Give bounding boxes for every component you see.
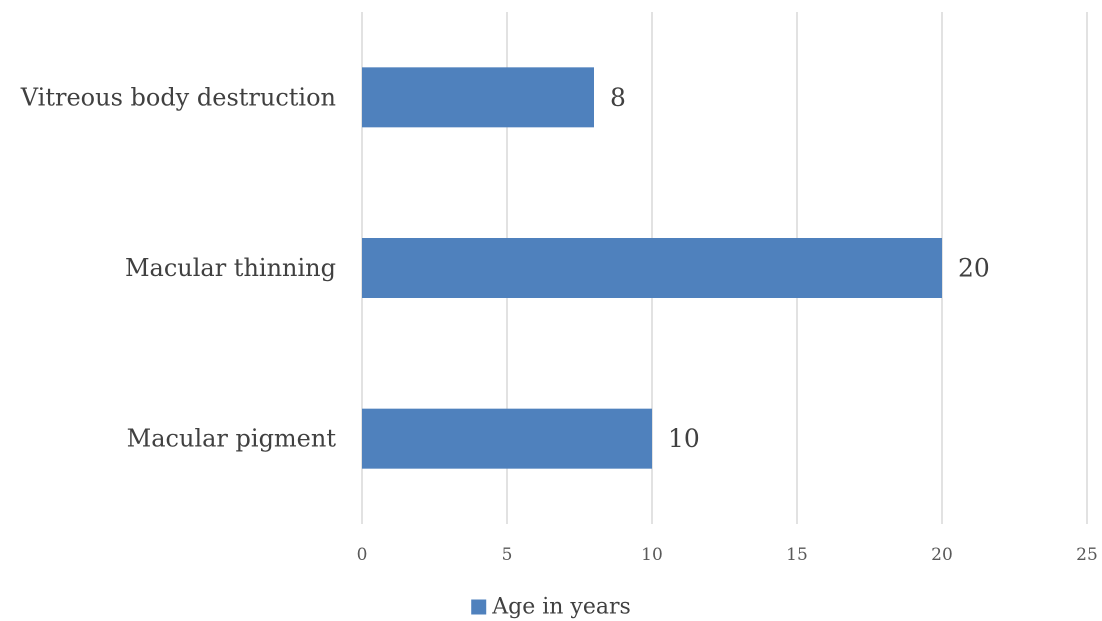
bars bbox=[362, 67, 942, 469]
legend-label: Age in years bbox=[491, 595, 631, 620]
x-tick-label: 10 bbox=[641, 545, 663, 565]
labels: 0 5 10 15 20 25 Vitreous body destruction 8 Macu… bbox=[20, 83, 1098, 565]
legend-swatch bbox=[471, 599, 487, 615]
data-label: 20 bbox=[958, 254, 990, 283]
category-label: Vitreous body destruction bbox=[20, 83, 336, 111]
x-tick-label: 5 bbox=[502, 545, 513, 565]
data-label: 8 bbox=[610, 83, 626, 112]
category-label: Macular pigment bbox=[127, 425, 337, 453]
x-tick-label: 25 bbox=[1076, 545, 1098, 565]
legend: Age in years bbox=[471, 595, 631, 620]
x-tick-label: 20 bbox=[931, 545, 953, 565]
data-label: 10 bbox=[668, 424, 700, 453]
bar bbox=[362, 67, 594, 128]
x-tick-label: 0 bbox=[357, 545, 368, 565]
category-label: Macular thinning bbox=[125, 254, 336, 282]
bar bbox=[362, 408, 652, 469]
x-tick-label: 15 bbox=[786, 545, 808, 565]
bar bbox=[362, 238, 942, 298]
